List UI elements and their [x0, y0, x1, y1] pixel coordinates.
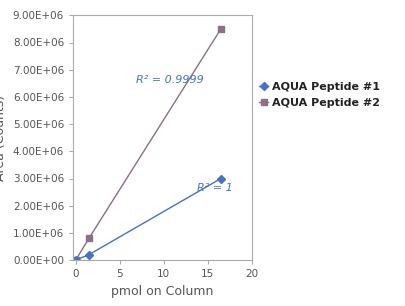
Text: R² = 1: R² = 1 — [197, 183, 232, 193]
Line: AQUA Peptide #1: AQUA Peptide #1 — [73, 176, 223, 263]
X-axis label: pmol on Column: pmol on Column — [111, 285, 213, 298]
AQUA Peptide #1 — [218, 177, 223, 180]
AQUA Peptide #2 — [86, 237, 91, 240]
Legend: AQUA Peptide #1, AQUA Peptide #2: AQUA Peptide #1, AQUA Peptide #2 — [258, 82, 379, 108]
AQUA Peptide #2 — [218, 27, 223, 31]
AQUA Peptide #1 — [73, 258, 78, 262]
Line: AQUA Peptide #2: AQUA Peptide #2 — [73, 26, 223, 263]
AQUA Peptide #2 — [73, 258, 78, 262]
AQUA Peptide #1 — [86, 253, 91, 256]
Y-axis label: Area (Counts): Area (Counts) — [0, 95, 7, 181]
Text: R² = 0.9999: R² = 0.9999 — [135, 75, 203, 85]
